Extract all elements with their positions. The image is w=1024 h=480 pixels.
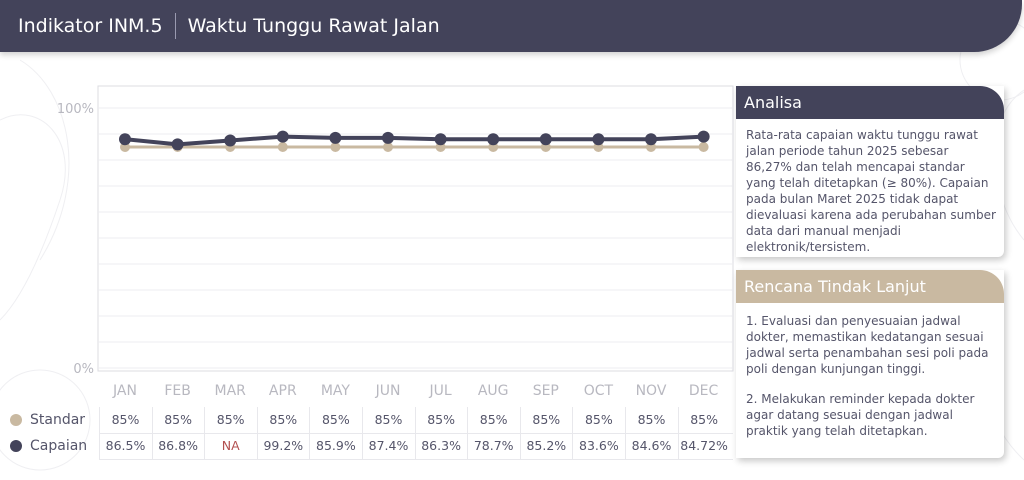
x-tick-mar: MAR bbox=[215, 383, 247, 399]
analisa-text: Rata-rata capaian waktu tunggu rawat jal… bbox=[746, 128, 996, 254]
legend-capaian: Capaian bbox=[10, 433, 87, 459]
standar-value-mar: 85% bbox=[204, 407, 256, 433]
capaian-point-jul bbox=[434, 133, 447, 146]
capaian-value-jul: 86.3% bbox=[414, 433, 467, 459]
standar-value-jan: 85% bbox=[99, 407, 151, 433]
table-row-divider bbox=[99, 433, 733, 434]
capaian-value-may: 85.9% bbox=[309, 433, 361, 459]
capaian-point-jun bbox=[382, 131, 394, 144]
capaian-point-oct bbox=[592, 133, 605, 146]
indicator-label: Indikator INM.5 bbox=[18, 15, 163, 37]
capaian-value-nov: 84.6% bbox=[625, 433, 677, 459]
x-tick-aug: AUG bbox=[478, 383, 509, 399]
capaian-point-dec bbox=[697, 130, 710, 143]
legend-standar: Standar bbox=[10, 407, 85, 433]
standar-point-dec bbox=[698, 142, 709, 152]
table-row-divider bbox=[99, 459, 733, 460]
capaian-value-apr: 99.2% bbox=[256, 433, 309, 459]
capaian-value-dec: 84.72% bbox=[677, 433, 730, 459]
analisa-title: Analisa bbox=[736, 86, 1004, 119]
x-tick-jan: JAN bbox=[112, 383, 137, 399]
line-chart: 100% 0% JAN FEB MAR APR MAY JUN JUL AUG SEP OCT NO… bbox=[57, 85, 734, 399]
capaian-value-oct: 83.6% bbox=[572, 433, 624, 459]
x-tick-feb: FEB bbox=[164, 383, 191, 399]
x-tick-may: MAY bbox=[321, 383, 351, 399]
x-tick-jul: JUL bbox=[429, 383, 452, 399]
legend-capaian-label: Capaian bbox=[30, 438, 88, 454]
capaian-value-sep: 85.2% bbox=[519, 433, 572, 459]
standar-point-jun bbox=[383, 142, 393, 152]
x-tick-sep: SEP bbox=[533, 383, 559, 399]
capaian-point-jan bbox=[119, 133, 131, 146]
standar-point-apr bbox=[277, 142, 288, 152]
capaian-point-nov bbox=[645, 133, 657, 146]
capaian-point-may bbox=[329, 131, 342, 144]
x-tick-dec: DEC bbox=[689, 383, 719, 399]
standar-value-nov: 85% bbox=[625, 407, 677, 433]
rencana-item-2: 2. Melakukan reminder kepada dokter agar… bbox=[746, 392, 975, 438]
standar-value-aug: 85% bbox=[467, 407, 519, 433]
standar-value-apr: 85% bbox=[256, 407, 309, 433]
rencana-panel: Rencana Tindak Lanjut 1. Evaluasi dan pe… bbox=[736, 270, 1004, 458]
standar-value-oct: 85% bbox=[572, 407, 624, 433]
capaian-point-feb bbox=[171, 138, 184, 151]
standar-value-dec: 85% bbox=[677, 407, 730, 433]
standar-value-may: 85% bbox=[309, 407, 361, 433]
rencana-title: Rencana Tindak Lanjut bbox=[736, 270, 1004, 303]
capaian-point-sep bbox=[539, 133, 552, 146]
standar-value-jul: 85% bbox=[414, 407, 467, 433]
capaian-value-mar: NA bbox=[204, 433, 256, 459]
x-tick-jun: JUN bbox=[375, 383, 401, 399]
x-tick-apr: APR bbox=[269, 383, 297, 399]
x-tick-oct: OCT bbox=[584, 383, 614, 399]
page-title: Waktu Tunggu Rawat Jalan bbox=[187, 15, 440, 37]
analisa-panel: Analisa Rata-rata capaian waktu tunggu r… bbox=[736, 86, 1004, 257]
capaian-value-jan: 86.5% bbox=[99, 433, 151, 459]
standar-value-sep: 85% bbox=[519, 407, 572, 433]
standar-dot-icon bbox=[10, 414, 22, 426]
y-tick-top: 100% bbox=[57, 102, 94, 117]
standar-value-feb: 85% bbox=[151, 407, 204, 433]
capaian-point-aug bbox=[487, 133, 500, 146]
y-tick-bottom: 0% bbox=[73, 362, 94, 377]
capaian-value-aug: 78.7% bbox=[467, 433, 519, 459]
legend-standar-label: Standar bbox=[30, 412, 86, 428]
plot-area bbox=[97, 85, 734, 372]
header-divider bbox=[174, 13, 176, 39]
capaian-line bbox=[124, 134, 704, 147]
header-bar: Indikator INM.5 Waktu Tunggu Rawat Jalan bbox=[0, 0, 1022, 52]
standar-point-may bbox=[330, 142, 341, 152]
rencana-text: 1. Evaluasi dan penyesuaian jadwal dokte… bbox=[746, 313, 996, 439]
x-tick-nov: NOV bbox=[636, 383, 667, 399]
capaian-value-jun: 87.4% bbox=[362, 433, 414, 459]
standar-value-jun: 85% bbox=[362, 407, 414, 433]
capaian-point-apr bbox=[276, 130, 289, 143]
capaian-dot-icon bbox=[10, 440, 22, 452]
capaian-value-feb: 86.8% bbox=[151, 433, 204, 459]
rencana-item-1: 1. Evaluasi dan penyesuaian jadwal dokte… bbox=[746, 314, 989, 376]
capaian-point-mar bbox=[224, 134, 237, 147]
